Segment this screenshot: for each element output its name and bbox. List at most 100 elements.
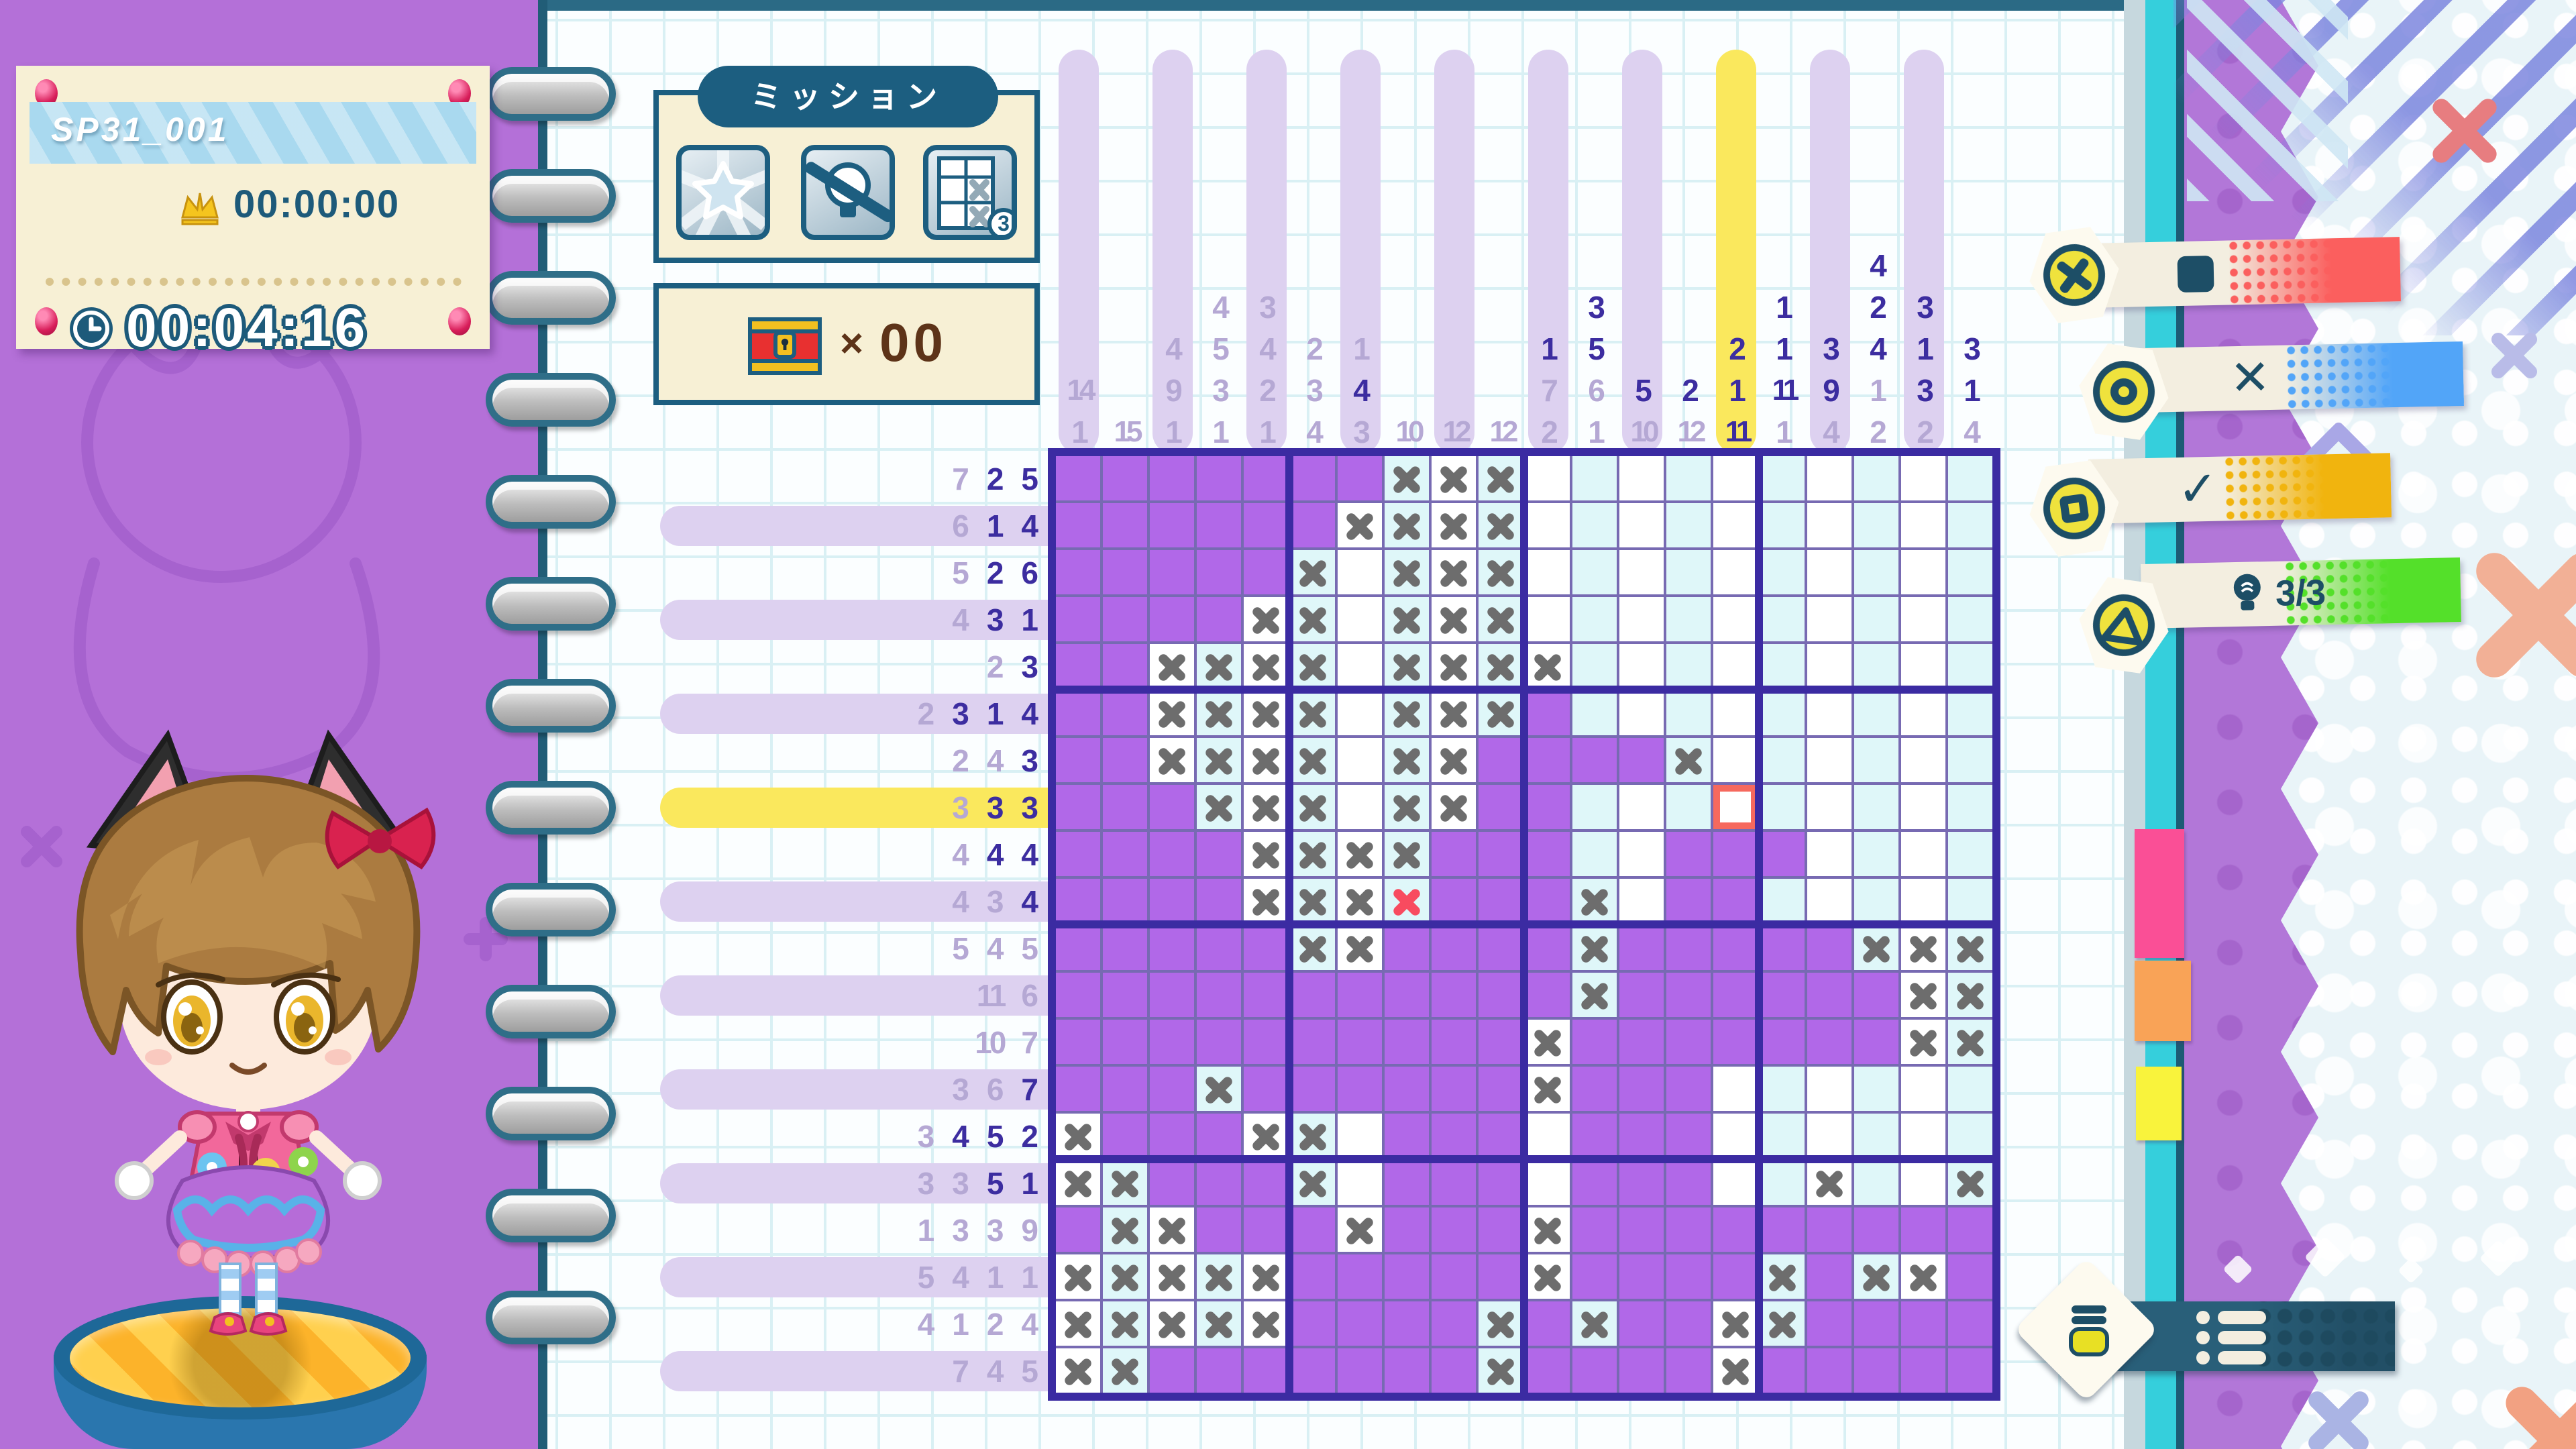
grid-cell[interactable]	[1854, 644, 1898, 688]
grid-cell[interactable]	[1056, 1161, 1100, 1205]
grid-cell[interactable]	[1479, 1208, 1523, 1252]
grid-cell[interactable]	[1854, 1020, 1898, 1064]
grid-cell[interactable]	[1244, 597, 1288, 641]
grid-cell[interactable]	[1385, 1348, 1429, 1393]
grid-cell[interactable]	[1056, 738, 1100, 782]
grid-cell[interactable]	[1666, 738, 1711, 782]
grid-cell[interactable]	[1713, 503, 1758, 547]
grid-cell[interactable]	[1150, 691, 1194, 735]
grid-cell[interactable]	[1103, 785, 1147, 829]
grid-cell[interactable]	[1901, 1208, 1945, 1252]
grid-cell[interactable]	[1197, 1114, 1241, 1158]
grid-cell[interactable]	[1479, 879, 1523, 923]
grid-cell[interactable]	[1103, 503, 1147, 547]
grid-cell[interactable]	[1901, 503, 1945, 547]
grid-cell[interactable]	[1385, 644, 1429, 688]
grid-cell[interactable]	[1525, 738, 1570, 782]
grid-cell[interactable]	[1760, 879, 1805, 923]
grid-cell[interactable]	[1666, 1114, 1711, 1158]
grid-cell[interactable]	[1244, 1208, 1288, 1252]
grid-cell[interactable]	[1901, 973, 1945, 1017]
grid-cell[interactable]	[1807, 879, 1851, 923]
grid-cell[interactable]	[1901, 456, 1945, 500]
grid-cell[interactable]	[1948, 785, 1992, 829]
grid-cell[interactable]	[1150, 1067, 1194, 1111]
grid-cell[interactable]	[1432, 691, 1476, 735]
grid-cell[interactable]	[1807, 973, 1851, 1017]
grid-cell[interactable]	[1572, 785, 1617, 829]
grid-cell[interactable]	[1854, 785, 1898, 829]
grid-cell[interactable]	[1385, 785, 1429, 829]
grid-cell[interactable]	[1713, 1348, 1758, 1393]
grid-cell[interactable]	[1901, 879, 1945, 923]
grid-cell[interactable]	[1291, 1254, 1335, 1299]
grid-cell[interactable]	[1432, 456, 1476, 500]
grid-cell[interactable]	[1854, 926, 1898, 970]
grid-cell[interactable]	[1291, 785, 1335, 829]
grid-cell[interactable]	[1197, 1348, 1241, 1393]
grid-cell[interactable]	[1666, 926, 1711, 970]
grid-cell[interactable]	[1056, 644, 1100, 688]
grid-cell[interactable]	[1713, 973, 1758, 1017]
grid-cell[interactable]	[1854, 691, 1898, 735]
grid-cell[interactable]	[1572, 926, 1617, 970]
grid-cell[interactable]	[1760, 1114, 1805, 1158]
grid-cell[interactable]	[1948, 1114, 1992, 1158]
grid-cell[interactable]	[1056, 456, 1100, 500]
grid-cell[interactable]	[1525, 879, 1570, 923]
grid-cell[interactable]	[1197, 1208, 1241, 1252]
grid-cell[interactable]	[1619, 550, 1664, 594]
grid-cell[interactable]	[1479, 691, 1523, 735]
grid-cell[interactable]	[1244, 1161, 1288, 1205]
grid-cell[interactable]	[1948, 738, 1992, 782]
grid-cell[interactable]	[1854, 879, 1898, 923]
grid-cell[interactable]	[1103, 550, 1147, 594]
grid-cell[interactable]	[1056, 1301, 1100, 1346]
grid-cell[interactable]	[1713, 456, 1758, 500]
grid-cell[interactable]	[1666, 597, 1711, 641]
grid-cell[interactable]	[1056, 879, 1100, 923]
grid-cell[interactable]	[1150, 879, 1194, 923]
grid-cell[interactable]	[1338, 738, 1382, 782]
grid-cell[interactable]	[1760, 644, 1805, 688]
grid-cell[interactable]	[1901, 785, 1945, 829]
grid-cell[interactable]	[1525, 1114, 1570, 1158]
grid-cell[interactable]	[1525, 550, 1570, 594]
grid-cell[interactable]	[1338, 926, 1382, 970]
grid-cell[interactable]	[1056, 1348, 1100, 1393]
grid-cell[interactable]	[1619, 832, 1664, 876]
grid-cell[interactable]	[1619, 644, 1664, 688]
grid-cell[interactable]	[1103, 973, 1147, 1017]
grid-cell[interactable]	[1197, 1254, 1241, 1299]
sticky-tab-pink[interactable]	[2135, 829, 2184, 958]
grid-cell[interactable]	[1338, 1208, 1382, 1252]
grid-cell[interactable]	[1760, 1208, 1805, 1252]
grid-cell[interactable]	[1713, 1020, 1758, 1064]
grid-cell[interactable]	[1901, 832, 1945, 876]
grid-cell[interactable]	[1713, 1254, 1758, 1299]
grid-cell[interactable]	[1525, 973, 1570, 1017]
grid-cell[interactable]	[1525, 1254, 1570, 1299]
grid-cell[interactable]	[1525, 1208, 1570, 1252]
grid-cell[interactable]	[1854, 550, 1898, 594]
grid-cell[interactable]	[1619, 1114, 1664, 1158]
grid-cell[interactable]	[1385, 456, 1429, 500]
grid-cell[interactable]	[1901, 644, 1945, 688]
grid-cell[interactable]	[1103, 738, 1147, 782]
grid-cell[interactable]	[1291, 1114, 1335, 1158]
grid-cell[interactable]	[1338, 1348, 1382, 1393]
grid-cell[interactable]	[1103, 597, 1147, 641]
grid-cell[interactable]	[1479, 1067, 1523, 1111]
grid-cell[interactable]	[1338, 785, 1382, 829]
grid-cell[interactable]	[1056, 550, 1100, 594]
grid-cell[interactable]	[1244, 456, 1288, 500]
grid-cell[interactable]	[1338, 550, 1382, 594]
grid-cell[interactable]	[1291, 456, 1335, 500]
grid-cell[interactable]	[1150, 1301, 1194, 1346]
grid-cell[interactable]	[1713, 550, 1758, 594]
grid-cell[interactable]	[1525, 1301, 1570, 1346]
grid-cell[interactable]	[1056, 1208, 1100, 1252]
grid-cell[interactable]	[1619, 785, 1664, 829]
grid-cell[interactable]	[1901, 1254, 1945, 1299]
grid-cell[interactable]	[1291, 644, 1335, 688]
